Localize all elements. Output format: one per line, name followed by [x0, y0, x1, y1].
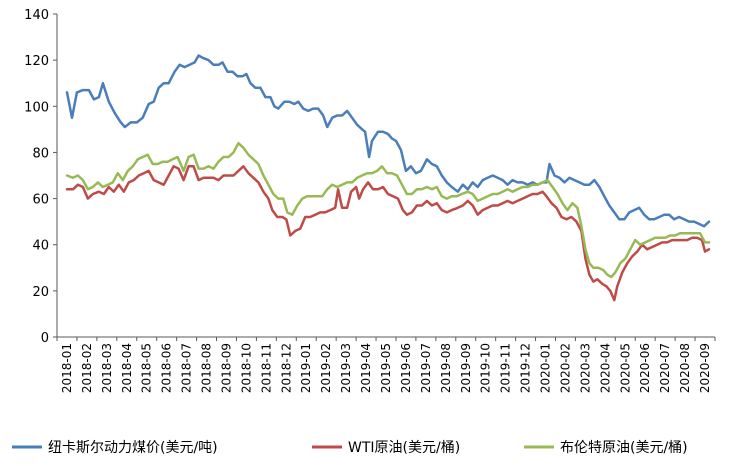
x-tick-label: 2020-07 — [658, 343, 672, 393]
x-tick-label: 2020-09 — [698, 343, 712, 393]
x-tick-label: 2019-10 — [479, 343, 493, 393]
x-tick-label: 2018-08 — [200, 343, 214, 393]
x-tick-label: 2019-07 — [419, 343, 433, 393]
x-tick-label: 2020-04 — [598, 343, 612, 393]
x-tick-label: 2020-02 — [558, 343, 572, 393]
y-axis-ticks: 0 20 40 60 80 100 120 140 — [24, 8, 57, 346]
x-tick-label: 2018-11 — [259, 343, 273, 393]
y-tick-label: 40 — [32, 239, 49, 254]
y-tick-label: 140 — [24, 8, 49, 23]
x-tick-label: 2019-05 — [379, 343, 393, 393]
series-line-0 — [65, 54, 711, 228]
legend-label-1: WTI原油(美元/桶) — [348, 440, 460, 456]
x-tick-label: 2018-05 — [140, 343, 154, 393]
x-tick-label: 2018-09 — [219, 343, 233, 393]
x-tick-label: 2020-06 — [638, 343, 652, 393]
x-tick-label: 2019-08 — [439, 343, 453, 393]
x-tick-label: 2019-12 — [519, 343, 533, 393]
x-tick-label: 2018-10 — [239, 343, 253, 393]
x-tick-label: 2020-08 — [678, 343, 692, 393]
legend-label-0: 纽卡斯尔动力煤价(美元/吨) — [48, 440, 218, 456]
legend-label-2: 布伦特原油(美元/桶) — [560, 440, 688, 456]
y-tick-label: 100 — [24, 100, 49, 115]
x-tick-label: 2019-06 — [399, 343, 413, 393]
x-tick-label: 2019-01 — [299, 343, 313, 393]
series-line-2 — [65, 141, 711, 279]
y-tick-label: 60 — [32, 193, 49, 208]
x-tick-label: 2019-09 — [459, 343, 473, 393]
x-tick-label: 2020-01 — [539, 343, 553, 393]
legend: 纽卡斯尔动力煤价(美元/吨) WTI原油(美元/桶) 布伦特原油(美元/桶) — [12, 440, 688, 456]
series-lines — [65, 54, 711, 302]
x-tick-label: 2018-04 — [120, 343, 134, 393]
y-tick-label: 80 — [32, 146, 49, 161]
x-tick-label: 2018-06 — [160, 343, 174, 393]
x-tick-label: 2018-01 — [60, 343, 74, 393]
x-tick-label: 2019-03 — [339, 343, 353, 393]
x-tick-label: 2019-04 — [359, 343, 373, 393]
x-tick-label: 2019-11 — [499, 343, 513, 393]
series-line-1 — [65, 165, 711, 302]
x-tick-label: 2019-02 — [319, 343, 333, 393]
y-tick-label: 120 — [24, 54, 49, 69]
y-tick-label: 20 — [32, 285, 49, 300]
x-tick-label: 2018-02 — [80, 343, 94, 393]
x-tick-label: 2020-05 — [618, 343, 632, 393]
x-tick-label: 2018-12 — [279, 343, 293, 393]
y-tick-label: 0 — [41, 331, 49, 346]
x-tick-label: 2018-07 — [180, 343, 194, 393]
x-axis-ticks: 2018-01 2018-02 2018-03 2018-04 2018-05 2018-… — [56, 337, 716, 393]
x-tick-label: 2020-03 — [578, 343, 592, 393]
x-tick-label: 2018-03 — [100, 343, 114, 393]
